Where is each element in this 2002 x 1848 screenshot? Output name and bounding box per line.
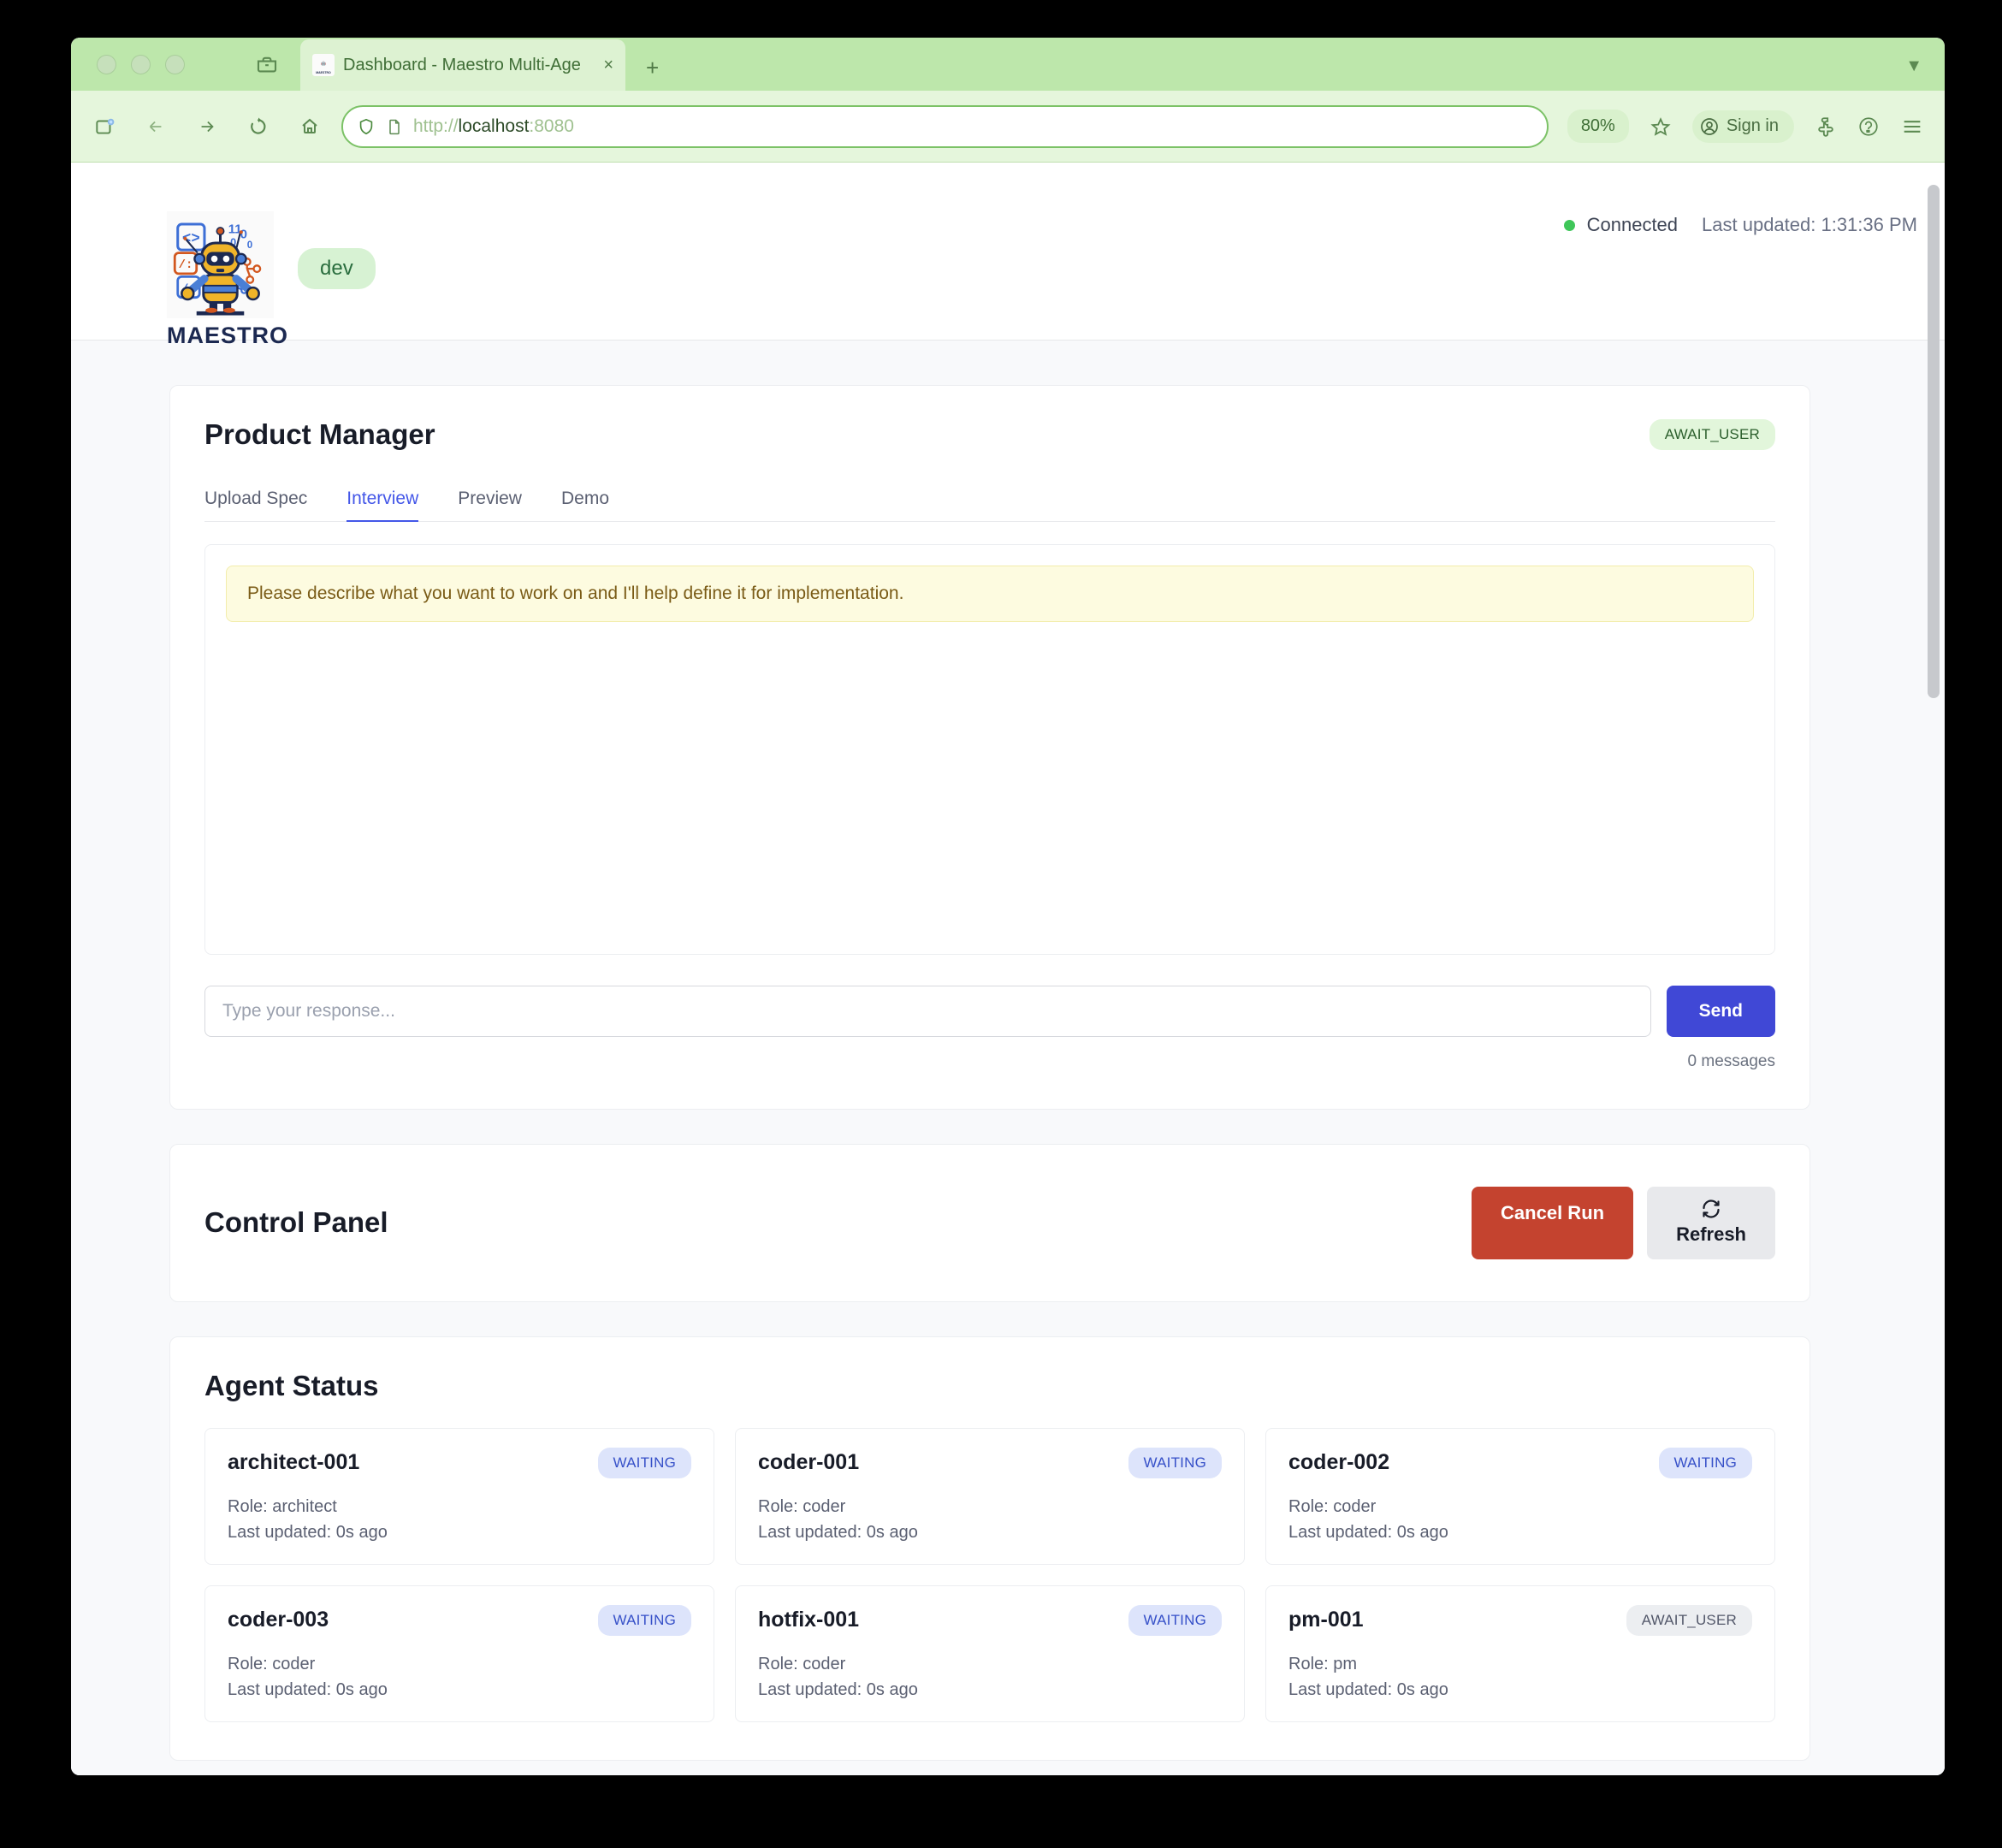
svg-text:MAESTRO: MAESTRO xyxy=(316,71,331,74)
svg-text:0: 0 xyxy=(247,240,252,251)
svg-text:/:: /: xyxy=(179,258,193,272)
svg-text:0: 0 xyxy=(240,227,247,241)
